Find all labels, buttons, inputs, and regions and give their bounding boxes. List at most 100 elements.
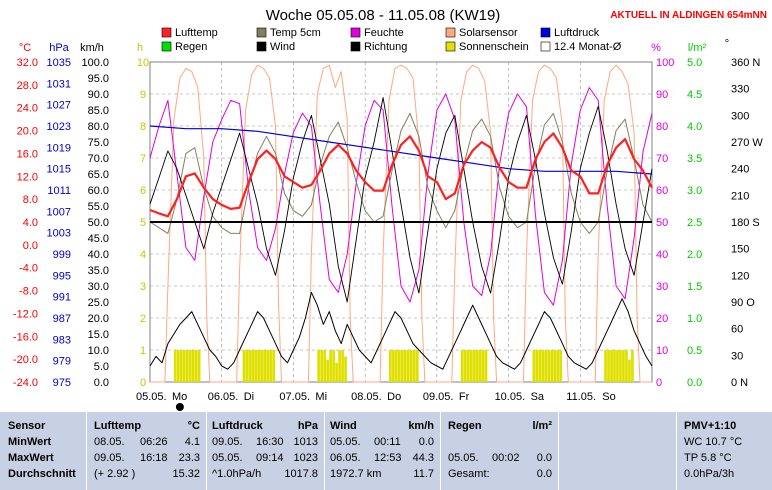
sunshine-bar-15 [260, 350, 264, 382]
sunshine-bar-14 [257, 350, 261, 382]
wind-tick-19: 5.0 [94, 361, 109, 373]
legend-swatch-9 [540, 41, 551, 52]
temp-tick-10: -8.0 [19, 286, 38, 298]
sunshine-bar-22 [323, 350, 326, 382]
sun-tick-10: 0 [140, 377, 146, 389]
sunshine-bar-50 [535, 350, 539, 382]
sunshine-bar-32 [395, 350, 398, 382]
sun-tick-8: 2 [140, 313, 146, 325]
lufttemp-unit: °C [187, 420, 200, 432]
rain-tick-0: 5.0 [687, 57, 702, 69]
wind-tick-17: 15.0 [88, 329, 109, 341]
luftdruck-min-value: 1013 [293, 436, 318, 448]
temp-tick-12: -16.0 [13, 331, 38, 343]
lufttemp-line [149, 132, 653, 218]
sunshine-bar-20 [317, 350, 321, 382]
wind-tick-13: 35.0 [88, 265, 109, 277]
sunshine-bar-10 [245, 350, 249, 382]
pressure-tick-12: 987 [53, 313, 71, 325]
temp-tick-0: 32.0 [17, 57, 38, 69]
pmv-pressure-trend: 0.0hPa/3h [684, 468, 735, 480]
temp-tick-2: 24.0 [17, 103, 38, 115]
sun-unit: h [137, 42, 143, 54]
sunshine-bar-35 [403, 350, 407, 382]
wind-unit: km/h [80, 42, 104, 54]
temp-tick-13: -20.0 [13, 354, 38, 366]
x-weekday-2: Mi [315, 391, 327, 403]
humidity-tick-2: 80 [656, 121, 668, 133]
lufttemp-avg-value: 15.32 [172, 468, 200, 480]
x-weekday-0: Mo [172, 391, 187, 403]
pressure-tick-10: 995 [53, 270, 71, 282]
rain-tick-3: 3.5 [687, 153, 702, 165]
humidity-tick-4: 60 [656, 185, 668, 197]
pressure-tick-1: 1031 [47, 78, 71, 90]
location-note: AKTUELL IN ALDINGEN 654mNN [610, 10, 767, 21]
wind-min-value: 0.0 [418, 436, 434, 448]
rain-unit: l/m² [688, 42, 707, 54]
sunshine-bar-43 [469, 350, 473, 382]
legend-label-3: Solarsensor [459, 27, 518, 39]
sunshine-bar-42 [466, 350, 470, 382]
temp-tick-11: -12.0 [13, 308, 38, 320]
temp-tick-6: 8.0 [23, 194, 38, 206]
pressure-tick-3: 1023 [47, 121, 71, 133]
direction-tick-7: 150 [731, 244, 749, 256]
humidity-tick-5: 50 [656, 217, 668, 229]
x-date-3: 08.05. [351, 391, 382, 403]
direction-tick-12: 0 N [731, 377, 748, 389]
sunshine-bar-54 [547, 350, 551, 382]
sunshine-bar-53 [544, 350, 548, 382]
sunshine-bar-0 [173, 350, 177, 382]
luftdruck-min-time: 16:30 [256, 436, 284, 448]
pressure-tick-11: 991 [53, 292, 71, 304]
sunshine-bar-51 [538, 350, 542, 382]
regen-unit: l/m² [532, 420, 552, 432]
sunshine-bar-5 [188, 350, 192, 382]
sunshine-bar-68 [631, 350, 634, 382]
direction-tick-6: 180 S [731, 217, 760, 229]
direction-tick-11: 30 [731, 350, 743, 362]
sunshine-bar-36 [406, 350, 410, 382]
chart-title: Woche 05.05.08 - 11.05.08 (KW19) [266, 7, 501, 24]
sunshine-bar-13 [254, 350, 258, 382]
x-date-2: 07.05. [279, 391, 310, 403]
luftdruck-max-date: 05.05. [212, 452, 243, 464]
axis-units: °C hPa km/h h% l/m² ° [19, 38, 729, 54]
sunshine-bar-24 [329, 350, 332, 382]
sunshine-bar-11 [248, 350, 252, 382]
wind-tick-0: 100.0 [81, 57, 109, 69]
sunshine-bar-52 [541, 350, 545, 382]
sunshine-bar-2 [179, 350, 183, 382]
sunshine-bar-27 [338, 350, 341, 382]
legend-swatch-1 [256, 27, 267, 38]
legend-swatch-6 [256, 41, 267, 52]
wind-header: Wind [330, 420, 357, 432]
pmv-header: PMV+1:10 [684, 420, 737, 432]
legend-swatch-4 [540, 27, 551, 38]
sun-tick-3: 7 [140, 153, 146, 165]
direction-tick-1: 330 [731, 84, 749, 96]
humidity-tick-8: 20 [656, 313, 668, 325]
legend-swatch-3 [445, 27, 456, 38]
sunshine-bar-3 [182, 350, 186, 382]
pressure-tick-0: 1035 [47, 57, 71, 69]
rain-tick-1: 4.5 [687, 89, 702, 101]
pressure-tick-15: 975 [53, 377, 71, 389]
sunshine-bar-16 [263, 350, 267, 382]
x-weekday-1: Di [244, 391, 254, 403]
pressure-unit: hPa [49, 42, 69, 54]
sunshine-bar-55 [550, 350, 554, 382]
sun-tick-7: 3 [140, 281, 146, 293]
pressure-tick-9: 999 [53, 249, 71, 261]
wind-max-time: 12:53 [374, 452, 402, 464]
wind-min-time: 00:11 [374, 436, 401, 448]
sunshine-bar-66 [625, 350, 628, 382]
rain-tick-7: 1.5 [687, 281, 702, 293]
legend-label-6: Wind [270, 41, 295, 53]
pressure-tick-14: 979 [53, 356, 71, 368]
temp5cm-line [149, 112, 653, 234]
sunshine-bar-47 [481, 350, 485, 382]
sunshine-bar-8 [197, 350, 201, 382]
regen-min-time: 00:02 [492, 452, 520, 464]
